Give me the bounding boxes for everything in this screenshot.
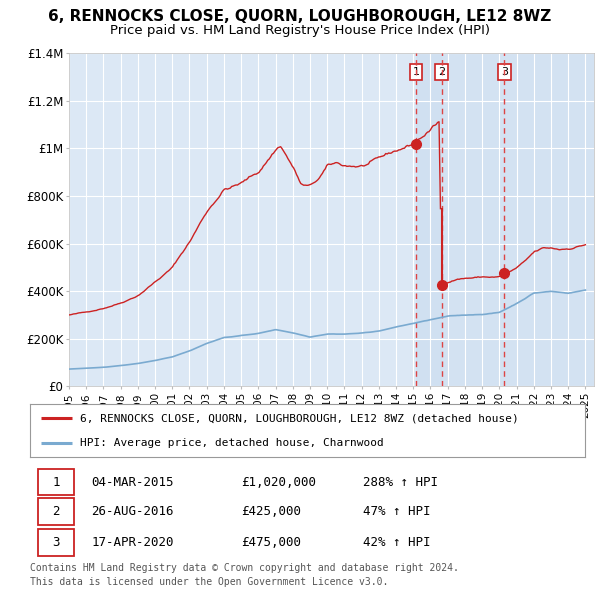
Text: 1: 1: [53, 476, 60, 489]
Text: Price paid vs. HM Land Registry's House Price Index (HPI): Price paid vs. HM Land Registry's House …: [110, 24, 490, 37]
Bar: [442, 53, 594, 386]
Text: 2: 2: [53, 505, 60, 518]
Text: 3: 3: [53, 536, 60, 549]
Text: HPI: Average price, detached house, Charnwood: HPI: Average price, detached house, Char…: [80, 438, 384, 448]
Text: Contains HM Land Registry data © Crown copyright and database right 2024.: Contains HM Land Registry data © Crown c…: [30, 563, 459, 573]
FancyBboxPatch shape: [38, 468, 74, 496]
Text: 6, RENNOCKS CLOSE, QUORN, LOUGHBOROUGH, LE12 8WZ (detached house): 6, RENNOCKS CLOSE, QUORN, LOUGHBOROUGH, …: [80, 414, 519, 424]
Text: 2: 2: [438, 67, 445, 77]
FancyBboxPatch shape: [38, 499, 74, 525]
Text: 26-AUG-2016: 26-AUG-2016: [91, 505, 173, 518]
Text: £1,020,000: £1,020,000: [241, 476, 316, 489]
Text: 42% ↑ HPI: 42% ↑ HPI: [363, 536, 431, 549]
Text: 47% ↑ HPI: 47% ↑ HPI: [363, 505, 431, 518]
Text: 17-APR-2020: 17-APR-2020: [91, 536, 173, 549]
Text: 04-MAR-2015: 04-MAR-2015: [91, 476, 173, 489]
Bar: [416, 53, 442, 386]
Text: £475,000: £475,000: [241, 536, 301, 549]
Text: 6, RENNOCKS CLOSE, QUORN, LOUGHBOROUGH, LE12 8WZ: 6, RENNOCKS CLOSE, QUORN, LOUGHBOROUGH, …: [49, 9, 551, 24]
Text: This data is licensed under the Open Government Licence v3.0.: This data is licensed under the Open Gov…: [30, 577, 388, 587]
Text: 288% ↑ HPI: 288% ↑ HPI: [363, 476, 438, 489]
Text: £425,000: £425,000: [241, 505, 301, 518]
FancyBboxPatch shape: [38, 529, 74, 556]
Text: 3: 3: [501, 67, 508, 77]
Text: 1: 1: [413, 67, 419, 77]
